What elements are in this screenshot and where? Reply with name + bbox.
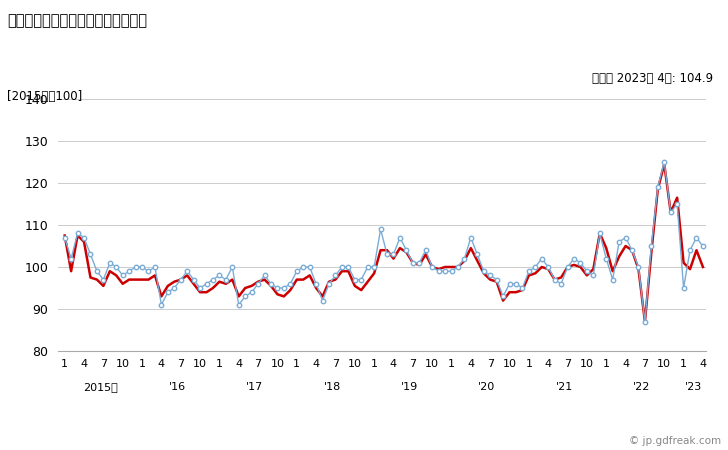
原系列: [699, 244, 708, 249]
Line: 季調系列: 季調系列: [65, 164, 703, 322]
季調系列: [183, 273, 191, 278]
原系列: [183, 269, 191, 274]
原系列: [60, 235, 69, 240]
原系列: [389, 252, 397, 257]
原系列: [440, 269, 449, 274]
Line: 原系列: 原系列: [63, 160, 705, 324]
Text: '16: '16: [169, 382, 186, 392]
原系列: [679, 285, 688, 291]
Text: '17: '17: [246, 382, 264, 392]
Text: アルミニウム地金の在庫指数の推移: アルミニウム地金の在庫指数の推移: [7, 14, 147, 28]
季調系列: [60, 233, 69, 238]
季調系列: [654, 187, 662, 192]
Text: '18: '18: [324, 382, 341, 392]
Text: © jp.gdfreak.com: © jp.gdfreak.com: [628, 436, 721, 446]
原系列: [660, 159, 668, 165]
季調系列: [209, 285, 218, 291]
Text: 2015年: 2015年: [83, 382, 117, 392]
季調系列: [660, 162, 668, 167]
Text: [2015年＝100]: [2015年＝100]: [7, 90, 82, 103]
季調系列: [389, 256, 397, 261]
季調系列: [679, 260, 688, 265]
Text: '20: '20: [478, 382, 496, 392]
原系列: [641, 319, 649, 324]
Text: 原系列 2023年 4月: 104.9: 原系列 2023年 4月: 104.9: [593, 72, 713, 85]
原系列: [654, 184, 662, 190]
Text: '19: '19: [401, 382, 418, 392]
Text: '22: '22: [633, 382, 650, 392]
Text: '21: '21: [555, 382, 573, 392]
Text: '23: '23: [684, 382, 702, 392]
原系列: [209, 277, 218, 282]
季調系列: [440, 264, 449, 270]
季調系列: [641, 319, 649, 324]
季調系列: [699, 264, 708, 270]
